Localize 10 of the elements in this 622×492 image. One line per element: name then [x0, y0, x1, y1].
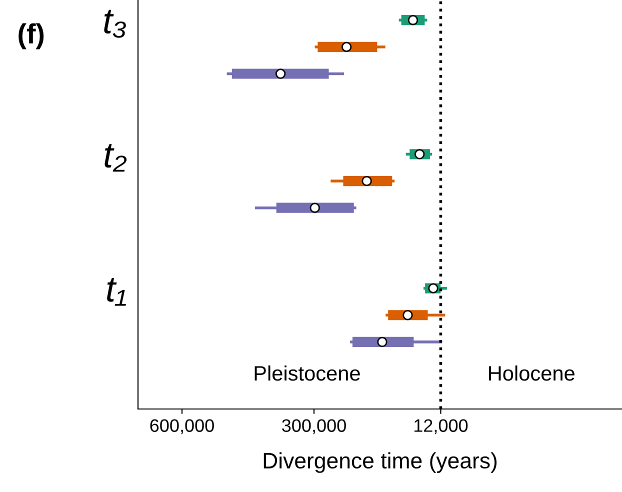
x-tick-label: 600,000	[150, 419, 214, 434]
y-tick-label: t₁	[107, 278, 126, 306]
x-axis-title: Divergence time (years)	[264, 452, 497, 473]
text: (f)	[18, 23, 44, 50]
y-tick-label: t₃	[104, 10, 126, 38]
x-tick-label: 300,000	[282, 419, 346, 434]
y-tick-label: t₂	[104, 144, 127, 172]
annotation: Pleistocene	[254, 365, 360, 381]
x-tick-label: 12,000	[414, 419, 468, 434]
annotation: Holocene	[489, 365, 574, 381]
